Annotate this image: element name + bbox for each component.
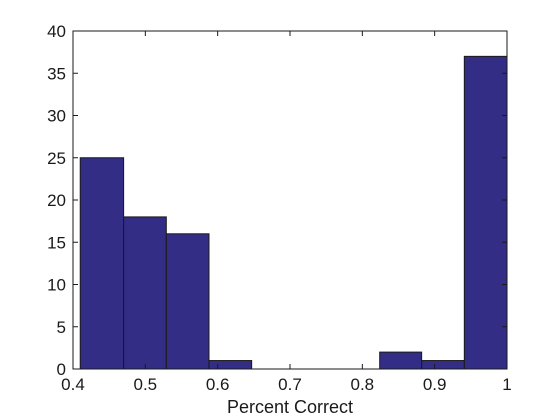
y-tick-label: 25 [47, 149, 66, 168]
histogram-bar-8 [379, 351, 423, 370]
histogram-bar-3 [165, 233, 210, 370]
histogram-bar-4 [208, 360, 253, 370]
x-tick-label: 0.6 [206, 375, 230, 394]
y-tick-label: 40 [47, 22, 66, 41]
x-tick-label: 1 [502, 375, 511, 394]
x-tick-label: 0.5 [134, 375, 158, 394]
histogram-bar-1 [79, 157, 125, 370]
x-axis-title: Percent Correct [227, 397, 353, 417]
y-tick-label: 15 [47, 233, 66, 252]
y-tick-label: 5 [57, 318, 66, 337]
y-tick-label: 35 [47, 64, 66, 83]
histogram-bar-9 [421, 360, 465, 370]
x-tick-label: 0.4 [61, 375, 85, 394]
y-tick-label: 0 [57, 360, 66, 379]
y-tick-label: 10 [47, 276, 66, 295]
x-tick-label: 0.8 [351, 375, 375, 394]
histogram-bar-2 [123, 216, 167, 370]
x-tick-label: 0.9 [423, 375, 447, 394]
histogram-bar-10 [463, 55, 508, 370]
bars-group [79, 55, 508, 370]
y-tick-label: 30 [47, 107, 66, 126]
x-tick-label: 0.7 [278, 375, 302, 394]
x-axis-ticks: 0.4 0.5 0.6 0.7 0.8 0.9 1 [61, 31, 512, 394]
y-tick-label: 20 [47, 191, 66, 210]
y-axis-ticks: 0 5 10 15 20 25 30 35 40 [47, 22, 507, 379]
